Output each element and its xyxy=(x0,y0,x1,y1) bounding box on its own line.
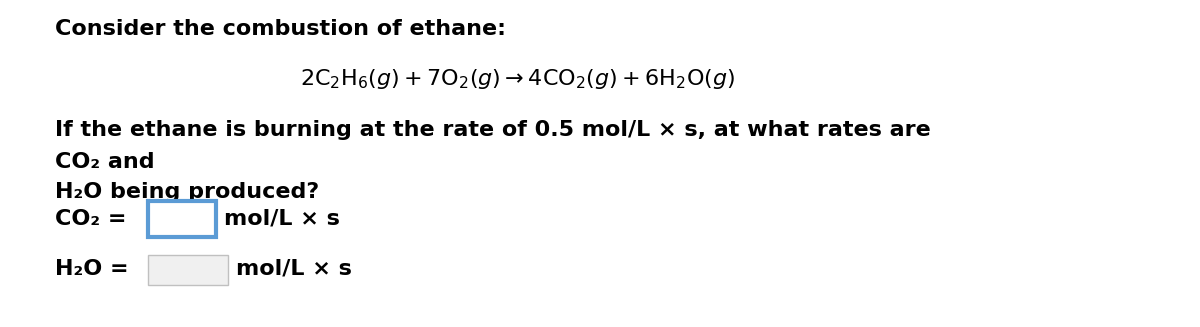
Text: CO₂ =: CO₂ = xyxy=(55,209,126,229)
Text: Consider the combustion of ethane:: Consider the combustion of ethane: xyxy=(55,19,506,39)
Text: H₂O being produced?: H₂O being produced? xyxy=(55,182,319,202)
Text: mol/L × s: mol/L × s xyxy=(236,259,352,279)
FancyBboxPatch shape xyxy=(148,201,216,237)
Text: mol/L × s: mol/L × s xyxy=(224,209,340,229)
FancyBboxPatch shape xyxy=(148,255,228,285)
Text: CO₂ and: CO₂ and xyxy=(55,152,155,172)
Text: $2\mathrm{C_2H_6}(g) + 7\mathrm{O_2}(g) \rightarrow 4\mathrm{CO_2}(g) + 6\mathrm: $2\mathrm{C_2H_6}(g) + 7\mathrm{O_2}(g) … xyxy=(300,67,736,91)
Text: If the ethane is burning at the rate of 0.5 mol/L × s, at what rates are: If the ethane is burning at the rate of … xyxy=(55,120,931,140)
Text: H₂O =: H₂O = xyxy=(55,259,128,279)
